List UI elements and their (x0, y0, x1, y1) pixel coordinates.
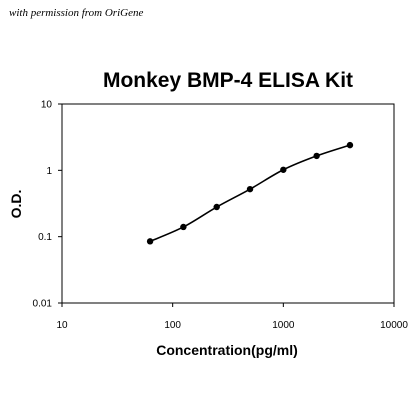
data-point (146, 238, 154, 245)
series-layer (146, 141, 354, 245)
plot-frame (61, 103, 395, 304)
watermark-text: with permission from OriGene (9, 7, 144, 19)
y-tick-label: 0.1 (38, 232, 52, 243)
y-axis-ticks: 0.01 0.1 1 10 (33, 100, 62, 310)
y-tick-label: 1 (46, 166, 52, 177)
y-axis-title: O.D. (8, 190, 24, 219)
x-axis-title: Concentration(pg/ml) (156, 342, 298, 358)
data-point (246, 185, 254, 193)
y-tick-label: 10 (41, 100, 53, 111)
data-point (313, 152, 320, 160)
x-tick-label: 100 (164, 320, 181, 331)
x-tick-label: 1000 (272, 320, 295, 331)
data-point (280, 166, 287, 173)
standard-curve-line (149, 144, 351, 243)
data-point (180, 223, 187, 231)
chart-title: Monkey BMP-4 ELISA Kit (103, 69, 353, 92)
data-point (213, 203, 220, 211)
plot-area (61, 103, 395, 304)
x-tick-label: 10 (56, 320, 68, 331)
data-point (346, 141, 354, 149)
x-tick-label: 10000 (380, 320, 408, 331)
x-axis-ticks: 10 100 1000 10000 (56, 303, 408, 331)
y-tick-label: 0.01 (33, 299, 53, 310)
